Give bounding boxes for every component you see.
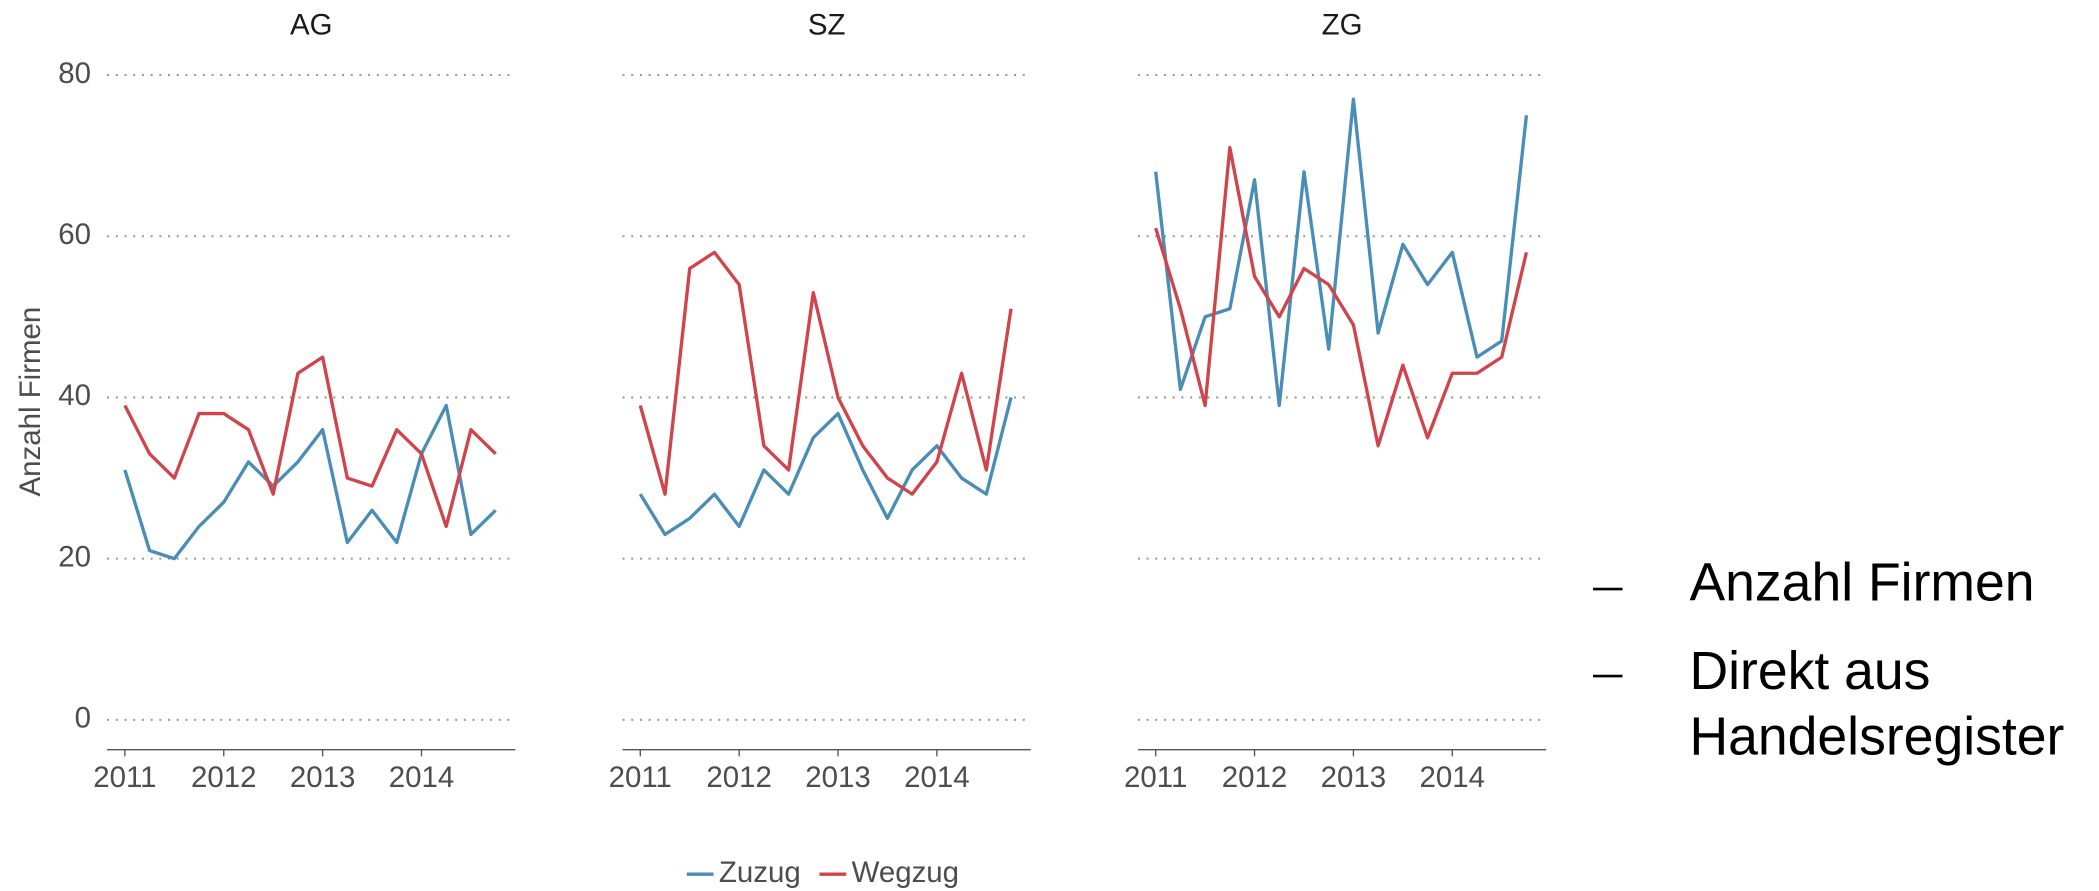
- x-tick-label: 2012: [1222, 761, 1288, 794]
- y-tick-label: 20: [58, 540, 91, 573]
- panel-title: AG: [290, 9, 333, 42]
- series-line: [1154, 97, 1529, 408]
- panel-title: SZ: [808, 9, 846, 42]
- series-line: [123, 355, 497, 529]
- x-tick-label: 2011: [1124, 761, 1187, 794]
- panel-title: ZG: [1322, 9, 1363, 42]
- y-tick-label: 0: [75, 702, 91, 735]
- note: Direkt aus: [1689, 642, 1930, 701]
- series-line: [638, 250, 1013, 496]
- legend-label: Wegzug: [852, 856, 959, 889]
- x-tick-label: 2014: [904, 761, 970, 794]
- x-tick-label: 2011: [93, 761, 156, 794]
- chart-area: Anzahl Firmen Direkt aus Handelsregister…: [14, 9, 2064, 889]
- y-tick-label: 60: [58, 218, 91, 251]
- legend-label: Zuzug: [719, 856, 801, 889]
- x-tick-label: 2013: [1321, 761, 1387, 794]
- series-line: [1154, 145, 1529, 448]
- y-axis-label: Anzahl Firmen: [14, 307, 47, 497]
- series-line: [638, 397, 1013, 537]
- x-tick-label: 2013: [805, 761, 871, 794]
- y-tick-label: 40: [58, 379, 91, 412]
- x-tick-label: 2011: [609, 761, 672, 794]
- x-tick-label: 2012: [191, 761, 256, 794]
- y-tick-label: 80: [58, 57, 91, 90]
- x-tick-label: 2014: [1420, 761, 1486, 794]
- note: Handelsregister: [1689, 707, 2064, 766]
- series-line: [123, 403, 497, 561]
- x-tick-label: 2012: [706, 761, 771, 794]
- note: Anzahl Firmen: [1689, 553, 2034, 612]
- x-tick-label: 2014: [389, 761, 455, 794]
- x-tick-label: 2013: [290, 761, 356, 794]
